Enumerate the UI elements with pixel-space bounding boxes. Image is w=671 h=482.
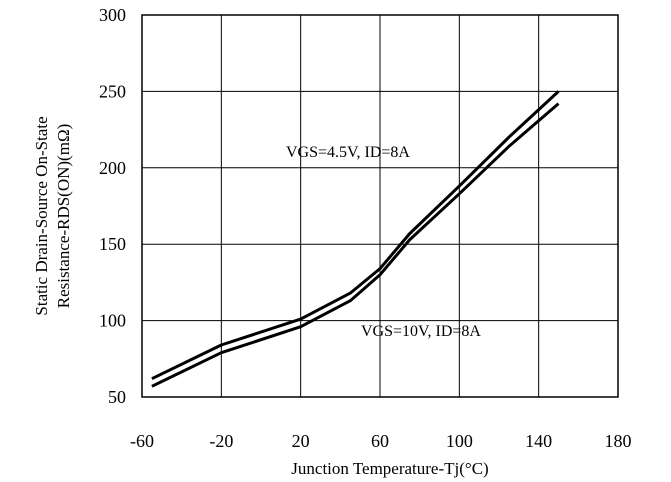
- x-tick-label: -60: [130, 431, 154, 451]
- y-tick-label: 200: [99, 158, 126, 178]
- y-tick-label: 100: [99, 311, 126, 331]
- x-tick-label: 180: [605, 431, 632, 451]
- y-tick-label: 250: [99, 81, 126, 101]
- y-axis-title-line-1: Static Drain-Source On-State: [32, 116, 51, 315]
- series-line-1: [151, 90, 560, 381]
- x-tick-label: 100: [446, 431, 473, 451]
- y-tick-label: 50: [108, 387, 126, 407]
- annotation-vgs-10v: VGS=10V, ID=8A: [361, 323, 481, 340]
- y-tick-label: 150: [99, 234, 126, 254]
- x-tick-label: 140: [525, 431, 552, 451]
- x-tick-label: 60: [371, 431, 389, 451]
- grid: [142, 15, 618, 397]
- x-tick-label: -20: [209, 431, 233, 451]
- plot-frame: [141, 14, 619, 398]
- annotation-vgs-4-5v: VGS=4.5V, ID=8A: [286, 144, 410, 161]
- tick-labels: -60 -20 20 60 100 140 180 50 100 150 200 250 300: [99, 5, 632, 451]
- x-tick-label: 20: [292, 431, 310, 451]
- y-axis-title-line-2: Resistance-RDS(ON)(mΩ): [54, 124, 73, 309]
- y-tick-label: 300: [99, 5, 126, 25]
- series-group: [151, 90, 560, 388]
- series-line-2: [151, 102, 560, 388]
- x-axis-title: Junction Temperature-Tj(°C): [291, 459, 488, 478]
